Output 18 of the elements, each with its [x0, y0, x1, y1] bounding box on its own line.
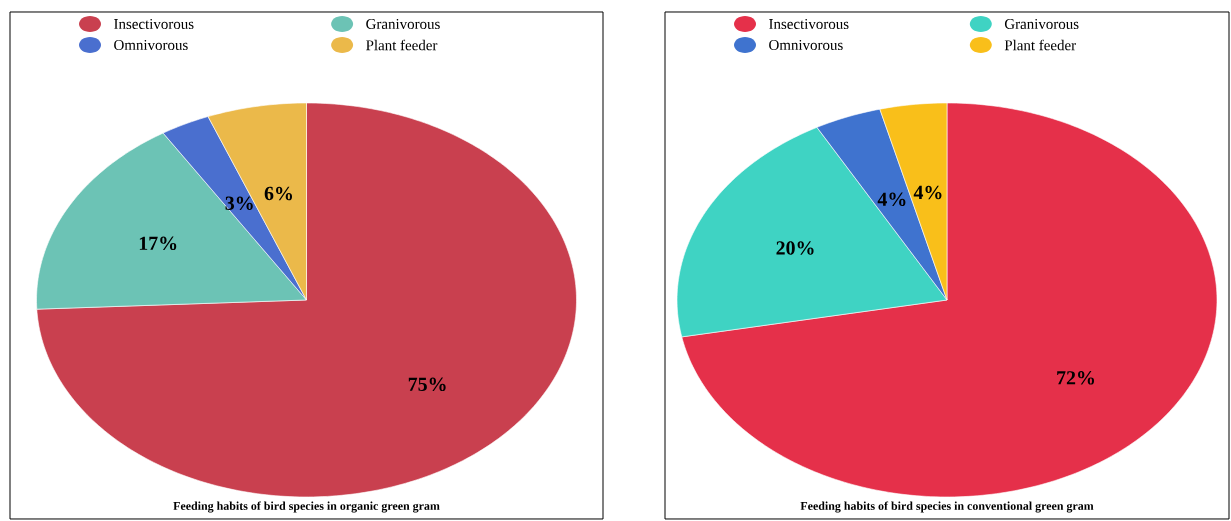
data-label: 3%	[225, 196, 253, 210]
data-label: 17%	[139, 236, 177, 251]
legend-label: Granivorous	[366, 18, 440, 29]
text: Feeding habits of bird species in organic green gram	[173, 501, 440, 513]
legend-label: Omnivorous	[114, 39, 188, 50]
data-label: 4%	[877, 192, 906, 207]
legend-label: Plant feeder	[366, 39, 438, 51]
legend-label: Insectivorous	[114, 18, 194, 29]
legend-label: Plant feeder	[1004, 39, 1076, 51]
data-label: 6%	[264, 186, 293, 201]
data-label: 72%	[1057, 371, 1095, 385]
legend-label: Granivorous	[1004, 18, 1079, 29]
text: Feeding habits of bird species in conventional green gram	[800, 501, 1094, 513]
legend-label: Omnivorous	[769, 39, 843, 50]
data-label: 4%	[913, 185, 942, 200]
data-label: 20%	[776, 241, 814, 255]
data-label: 75%	[408, 377, 446, 392]
legend-label: Insectivorous	[769, 18, 849, 29]
